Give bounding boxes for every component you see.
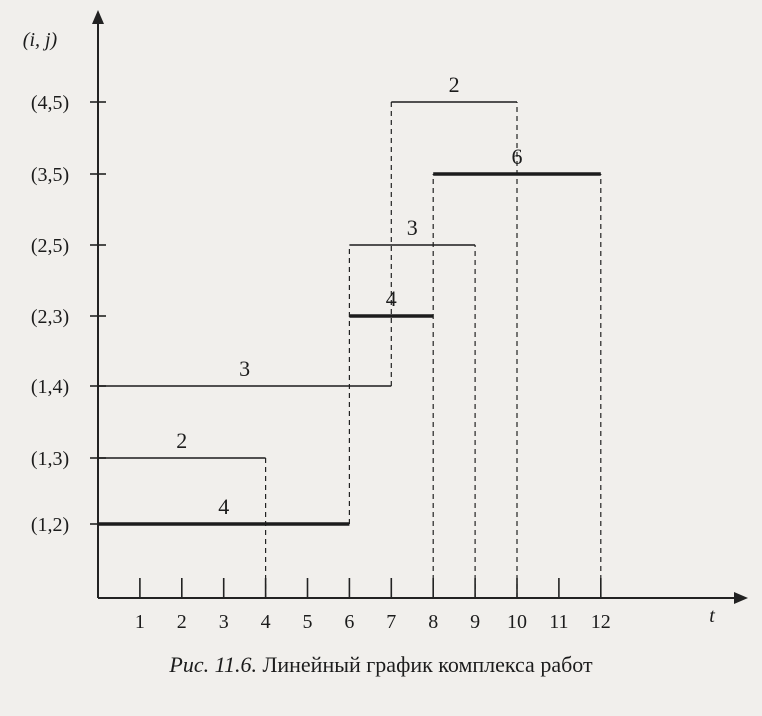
x-tick-label: 2 — [177, 611, 187, 633]
task-duration-label: 3 — [239, 356, 250, 381]
y-tick-label: (1,2) — [31, 514, 69, 536]
x-tick-label: 4 — [261, 611, 271, 633]
y-tick-label: (4,5) — [31, 92, 69, 114]
y-tick-label: (2,3) — [31, 306, 69, 328]
caption-label: Рис. 11.6. — [169, 652, 257, 677]
task-duration-label: 4 — [218, 494, 229, 519]
x-tick-label: 9 — [470, 611, 480, 633]
x-axis-label: t — [709, 605, 715, 627]
x-tick-label: 8 — [428, 611, 438, 633]
y-tick-label: (2,5) — [31, 235, 69, 257]
y-tick-label: (3,5) — [31, 164, 69, 186]
x-tick-label: 5 — [303, 611, 313, 633]
y-axis-label: (i, j) — [23, 29, 58, 51]
x-tick-label: 3 — [219, 611, 229, 633]
x-tick-label: 1 — [135, 611, 145, 633]
x-axis-arrow — [734, 592, 748, 604]
caption-text: Линейный график комплекса работ — [256, 652, 593, 677]
y-tick-label: (1,3) — [31, 448, 69, 470]
y-tick-label: (1,4) — [31, 376, 69, 398]
task-duration-label: 4 — [386, 286, 397, 311]
x-tick-label: 12 — [591, 611, 611, 633]
task-duration-label: 6 — [512, 144, 523, 169]
task-duration-label: 2 — [449, 72, 460, 97]
y-axis-arrow — [92, 10, 104, 24]
x-tick-label: 11 — [549, 611, 568, 633]
x-tick-label: 7 — [386, 611, 396, 633]
task-duration-label: 3 — [407, 215, 418, 240]
task-duration-label: 2 — [176, 428, 187, 453]
x-tick-label: 6 — [344, 611, 354, 633]
figure-caption: Рис. 11.6. Линейный график комплекса раб… — [0, 652, 762, 678]
x-tick-label: 10 — [507, 611, 527, 633]
